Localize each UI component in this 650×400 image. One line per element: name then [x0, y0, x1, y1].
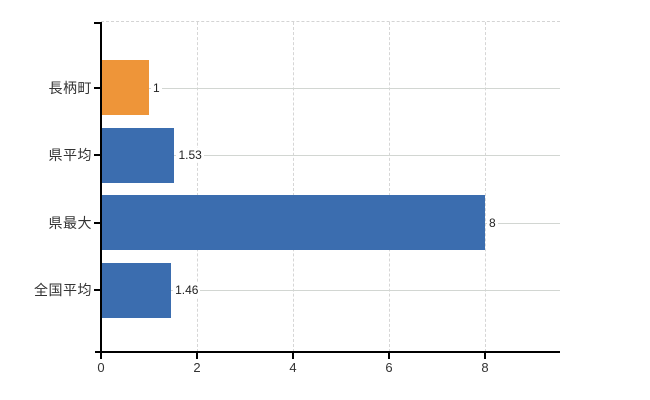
- bar-highlight: [101, 60, 149, 116]
- x-axis-line: [95, 351, 560, 353]
- plot-area: 1 1.53 8 1.46: [101, 21, 560, 352]
- category-label: 県平均: [48, 147, 92, 164]
- bar-series: [101, 195, 485, 251]
- y-axis-tick: [94, 221, 101, 224]
- y-axis-top-tick: [94, 22, 102, 24]
- x-axis-tick: [292, 353, 294, 359]
- x-tick-label: 4: [289, 360, 297, 375]
- x-tick-label: 2: [193, 360, 201, 375]
- category-label: 全国平均: [34, 282, 92, 299]
- x-axis-tick: [100, 353, 102, 359]
- row-gridline: [101, 290, 560, 292]
- x-tick-label: 0: [97, 360, 105, 375]
- y-axis-tick: [94, 86, 101, 89]
- bar-value-label: 1.53: [176, 148, 204, 163]
- vertical-gridline: [293, 22, 294, 352]
- vertical-gridline: [389, 22, 390, 352]
- bar-series: [101, 127, 175, 183]
- category-label: 長柄町: [48, 79, 92, 96]
- y-axis-tick: [94, 154, 101, 157]
- bar-value-label: 1: [151, 80, 162, 95]
- x-axis-tick: [196, 353, 198, 359]
- x-tick-label: 8: [481, 360, 489, 375]
- y-axis-tick: [94, 289, 101, 292]
- vertical-gridline: [197, 22, 198, 352]
- x-tick-label: 6: [385, 360, 393, 375]
- bar-series: [101, 262, 172, 318]
- plot-top-border: [101, 21, 560, 22]
- x-axis-tick: [388, 353, 390, 359]
- row-gridline: [101, 155, 560, 157]
- vertical-gridline: [485, 22, 486, 352]
- x-axis-tick: [484, 353, 486, 359]
- bar-value-label: 8: [487, 215, 498, 230]
- bar-value-label: 1.46: [173, 283, 201, 298]
- y-axis-line: [100, 22, 102, 353]
- category-label: 県最大: [48, 214, 92, 231]
- row-gridline: [101, 87, 560, 89]
